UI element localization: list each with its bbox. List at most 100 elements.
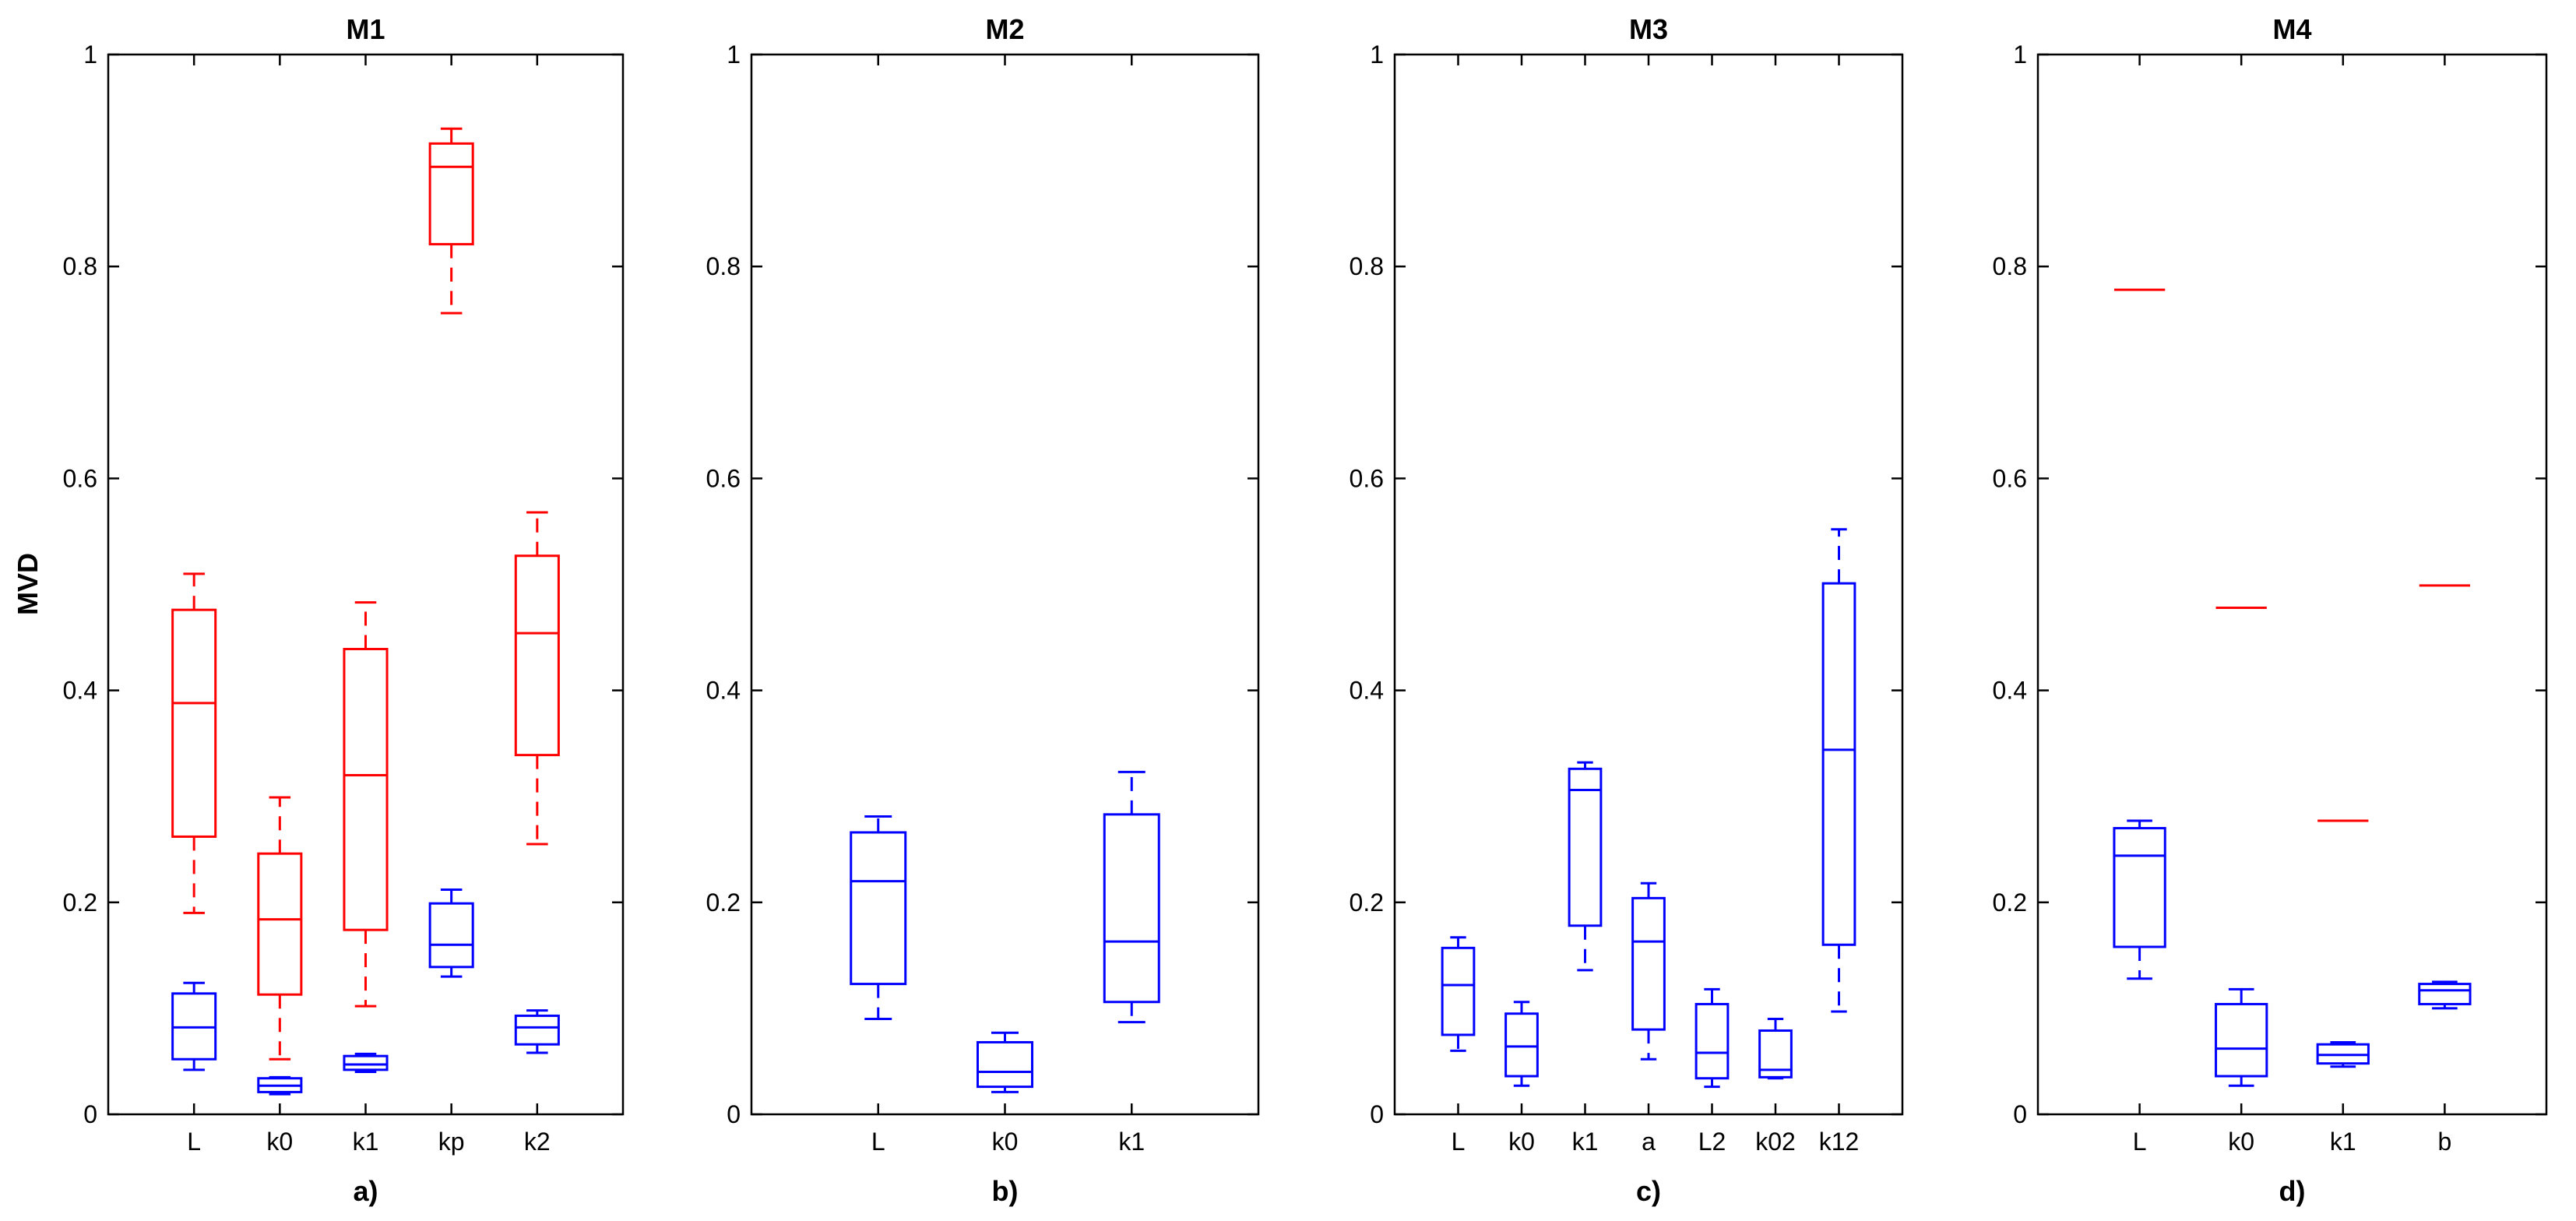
panel-1: 0 0.2 0.4 0.6 0.8 1 L k0 k1 kp k2 M1 a) — [63, 13, 625, 1207]
box-red-L — [171, 572, 217, 914]
y-tick-label: 1 — [1370, 40, 1384, 69]
iqr-box — [1568, 767, 1603, 927]
box-red-k0 — [257, 796, 303, 1061]
iqr-box — [171, 608, 217, 838]
box-blue-a — [1631, 881, 1666, 1061]
box-blue-L — [171, 981, 217, 1071]
panel-xlabel: c) — [1636, 1175, 1661, 1207]
y-axis-title: MVD — [12, 553, 44, 615]
y-tick-label: 0.6 — [706, 464, 741, 492]
x-tick-label: a — [1642, 1128, 1656, 1156]
box-blue-k0 — [257, 1075, 303, 1096]
panels: 0 0.2 0.4 0.6 0.8 1 L k0 k1 kp k2 M1 a) 0 0.2 0.4 0.6 0.8… — [63, 13, 2548, 1207]
iqr-box — [343, 1054, 389, 1071]
y-tick-label: 1 — [727, 40, 741, 69]
box-blue-k1 — [1568, 761, 1603, 972]
iqr-box — [850, 831, 907, 986]
x-tick-label: L — [871, 1128, 885, 1156]
panel-xlabel: d) — [2279, 1175, 2306, 1207]
x-tick-label: k12 — [1819, 1128, 1860, 1156]
y-tick-label: 0.8 — [706, 252, 741, 280]
panel-3: 0 0.2 0.4 0.6 0.8 1 L k0 k1 a L2 k02 k12 M3 c) — [1350, 13, 1904, 1207]
y-tick-label: 0 — [1370, 1100, 1384, 1128]
y-tick-label: 0.2 — [63, 888, 97, 917]
box-red-k2 — [514, 511, 560, 846]
x-tick-label: kp — [438, 1128, 465, 1156]
box-blue-k1 — [2316, 1040, 2370, 1068]
box-blue-k02 — [1758, 1018, 1793, 1080]
y-tick-label: 0.2 — [706, 888, 741, 917]
y-tick-label: 0.6 — [1350, 464, 1384, 492]
iqr-box — [1821, 582, 1856, 946]
y-tick-label: 0 — [2013, 1100, 2027, 1128]
y-tick-label: 0.4 — [706, 677, 741, 705]
box-blue-k1 — [343, 1052, 389, 1074]
y-tick-label: 0.6 — [1993, 464, 2027, 492]
box-blue-k2 — [514, 1009, 560, 1054]
y-tick-label: 1 — [2013, 40, 2027, 69]
box-red-kp — [428, 127, 474, 315]
panel-2: 0 0.2 0.4 0.6 0.8 1 L k0 k1 M2 b) — [706, 13, 1260, 1207]
iqr-box — [428, 902, 474, 969]
x-tick-label: k1 — [2330, 1128, 2356, 1156]
box-blue-L — [1441, 936, 1476, 1052]
x-tick-label: k1 — [1572, 1128, 1599, 1156]
iqr-box — [1504, 1012, 1539, 1078]
box-blue-b — [2418, 980, 2472, 1010]
x-tick-label: b — [2438, 1128, 2452, 1156]
iqr-box — [2113, 827, 2166, 948]
panel-xlabel: b) — [992, 1175, 1019, 1207]
x-tick-label: k0 — [266, 1128, 293, 1156]
x-tick-label: k1 — [353, 1128, 379, 1156]
y-tick-label: 0.2 — [1993, 888, 2027, 917]
iqr-box — [1441, 946, 1476, 1036]
panel-title: M1 — [346, 13, 385, 45]
panel-title: M2 — [985, 13, 1024, 45]
iqr-box — [1103, 813, 1160, 1004]
y-tick-label: 0.2 — [1350, 888, 1384, 917]
y-tick-label: 0.8 — [1993, 252, 2027, 280]
plot-frame — [750, 53, 1260, 1116]
box-blue-k0 — [977, 1031, 1033, 1093]
x-tick-label: k0 — [1508, 1128, 1535, 1156]
y-tick-label: 0.8 — [1350, 252, 1384, 280]
x-tick-label: k0 — [2228, 1128, 2254, 1156]
x-tick-label: L — [187, 1128, 201, 1156]
x-tick-label: k0 — [992, 1128, 1019, 1156]
iqr-box — [343, 648, 389, 931]
x-tick-label: k02 — [1755, 1128, 1796, 1156]
iqr-box — [514, 554, 560, 757]
plot-frame — [2036, 53, 2548, 1116]
y-tick-label: 0 — [83, 1100, 97, 1128]
y-tick-label: 0.6 — [63, 464, 97, 492]
x-tick-label: L — [1452, 1128, 1466, 1156]
box-blue-k0 — [2215, 987, 2268, 1087]
y-tick-label: 0 — [727, 1100, 741, 1128]
iqr-box — [2418, 983, 2472, 1005]
box-blue-k0 — [1504, 1001, 1539, 1087]
panel-xlabel: a) — [353, 1175, 378, 1207]
iqr-box — [257, 852, 303, 996]
iqr-box — [2215, 1002, 2268, 1078]
iqr-box — [514, 1014, 560, 1046]
iqr-box — [1631, 896, 1666, 1031]
box-red-k1 — [343, 601, 389, 1008]
x-tick-label: k1 — [1118, 1128, 1145, 1156]
y-tick-label: 0.4 — [63, 677, 97, 705]
box-blue-k12 — [1821, 528, 1856, 1013]
iqr-box — [428, 142, 474, 246]
y-tick-label: 0.8 — [63, 252, 97, 280]
x-tick-label: k2 — [524, 1128, 551, 1156]
x-tick-label: L2 — [1698, 1128, 1726, 1156]
iqr-box — [977, 1040, 1033, 1089]
iqr-box — [1694, 1002, 1730, 1080]
y-tick-label: 0.4 — [1993, 677, 2027, 705]
box-blue-L — [2113, 819, 2166, 980]
box-blue-L2 — [1694, 987, 1730, 1089]
x-tick-label: L — [2133, 1128, 2147, 1156]
panel-title: M3 — [1629, 13, 1668, 45]
box-blue-L — [850, 815, 907, 1021]
box-blue-kp — [428, 888, 474, 978]
panel-4: 0 0.2 0.4 0.6 0.8 1 L k0 k1 b M4 d) — [1993, 13, 2548, 1207]
